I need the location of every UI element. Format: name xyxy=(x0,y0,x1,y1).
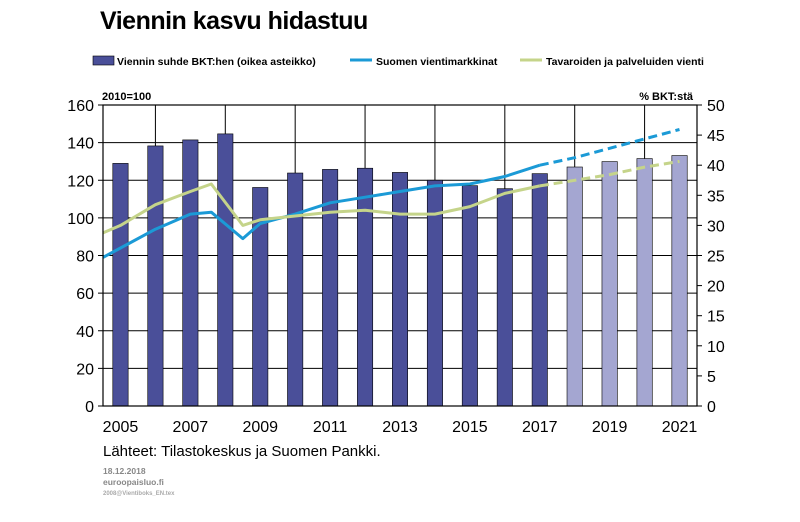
right-tick-label: 15 xyxy=(707,309,725,326)
bar-2017 xyxy=(531,173,548,407)
legend-label-exports: Tavaroiden ja palveluiden vienti xyxy=(546,56,704,68)
right-tick-label: 0 xyxy=(707,399,716,416)
date-note: 18.12.2018 xyxy=(103,466,146,476)
bar-2013 xyxy=(392,172,408,407)
legend-swatch-bars xyxy=(92,55,115,66)
bar-2006 xyxy=(147,145,164,407)
site-note: euroopaisluo.fi xyxy=(103,477,164,487)
x-tick-label: 2015 xyxy=(452,419,488,436)
left-tick-label: 20 xyxy=(76,361,94,378)
left-axis: 0 20 40 60 80 100 120 140 160 xyxy=(67,98,103,416)
x-tick-label: 2017 xyxy=(522,419,558,436)
x-tick-label: 2011 xyxy=(313,419,348,436)
left-tick-label: 140 xyxy=(67,136,94,153)
left-tick-label: 60 xyxy=(76,286,94,303)
series-line-0-solid xyxy=(102,163,541,259)
series-line-1-solid xyxy=(102,182,541,235)
bar-2005 xyxy=(112,163,129,407)
bar-2007 xyxy=(182,139,199,407)
right-tick-label: 20 xyxy=(707,279,725,296)
series-line-0-forecast xyxy=(539,128,680,167)
left-tick-label: 80 xyxy=(76,249,94,266)
bar-2016 xyxy=(496,188,513,407)
legend-label-markets: Suomen vientimarkkinat xyxy=(376,56,498,68)
right-tick-label: 50 xyxy=(707,98,725,115)
right-tick-label: 40 xyxy=(707,158,725,175)
series-lines xyxy=(102,128,680,259)
bar-2020 xyxy=(636,158,653,407)
bar-2019 xyxy=(601,161,618,407)
code-note: 2008@Vientiboks_EN.tex xyxy=(103,491,175,497)
source-note: Lähteet: Tilastokeskus ja Suomen Pankki. xyxy=(103,443,381,460)
left-axis-unit: 2010=100 xyxy=(102,91,151,103)
legend-label-bars: Viennin suhde BKT:hen (oikea asteikko) xyxy=(117,56,316,68)
bar-2012 xyxy=(357,167,374,407)
left-tick-label: 40 xyxy=(76,324,94,341)
right-tick-label: 35 xyxy=(707,188,725,205)
right-axis-unit: % BKT:stä xyxy=(639,91,694,103)
right-tick-label: 30 xyxy=(707,218,725,235)
right-tick-label: 5 xyxy=(707,369,716,386)
right-tick-label: 10 xyxy=(707,339,725,356)
legend: Viennin suhde BKT:hen (oikea asteikko) S… xyxy=(92,55,704,68)
x-tick-label: 2009 xyxy=(242,419,278,436)
left-tick-label: 100 xyxy=(67,211,94,228)
right-axis: 0 5 10 15 20 25 30 35 40 45 50 xyxy=(697,98,725,416)
x-tick-label: 2007 xyxy=(173,419,209,436)
bar-2010 xyxy=(287,172,304,407)
bar-2008 xyxy=(217,133,234,407)
x-axis: 2005 2007 2009 2011 2013 2015 2017 2019 2021 xyxy=(103,419,698,436)
series-line-1-forecast xyxy=(539,159,680,188)
bar-2015 xyxy=(461,185,478,407)
x-tick-label: 2021 xyxy=(662,419,698,436)
right-tick-label: 45 xyxy=(707,128,725,145)
bar-2018 xyxy=(566,166,583,407)
left-tick-label: 120 xyxy=(67,173,94,190)
bar-2021 xyxy=(671,155,688,407)
x-tick-label: 2005 xyxy=(103,419,139,436)
right-tick-label: 25 xyxy=(707,249,725,266)
left-tick-label: 160 xyxy=(67,98,94,115)
chart-title: Viennin kasvu hidastuu xyxy=(100,7,368,35)
left-tick-label: 0 xyxy=(85,399,94,416)
x-tick-label: 2013 xyxy=(382,419,418,436)
x-tick-label: 2019 xyxy=(592,419,628,436)
